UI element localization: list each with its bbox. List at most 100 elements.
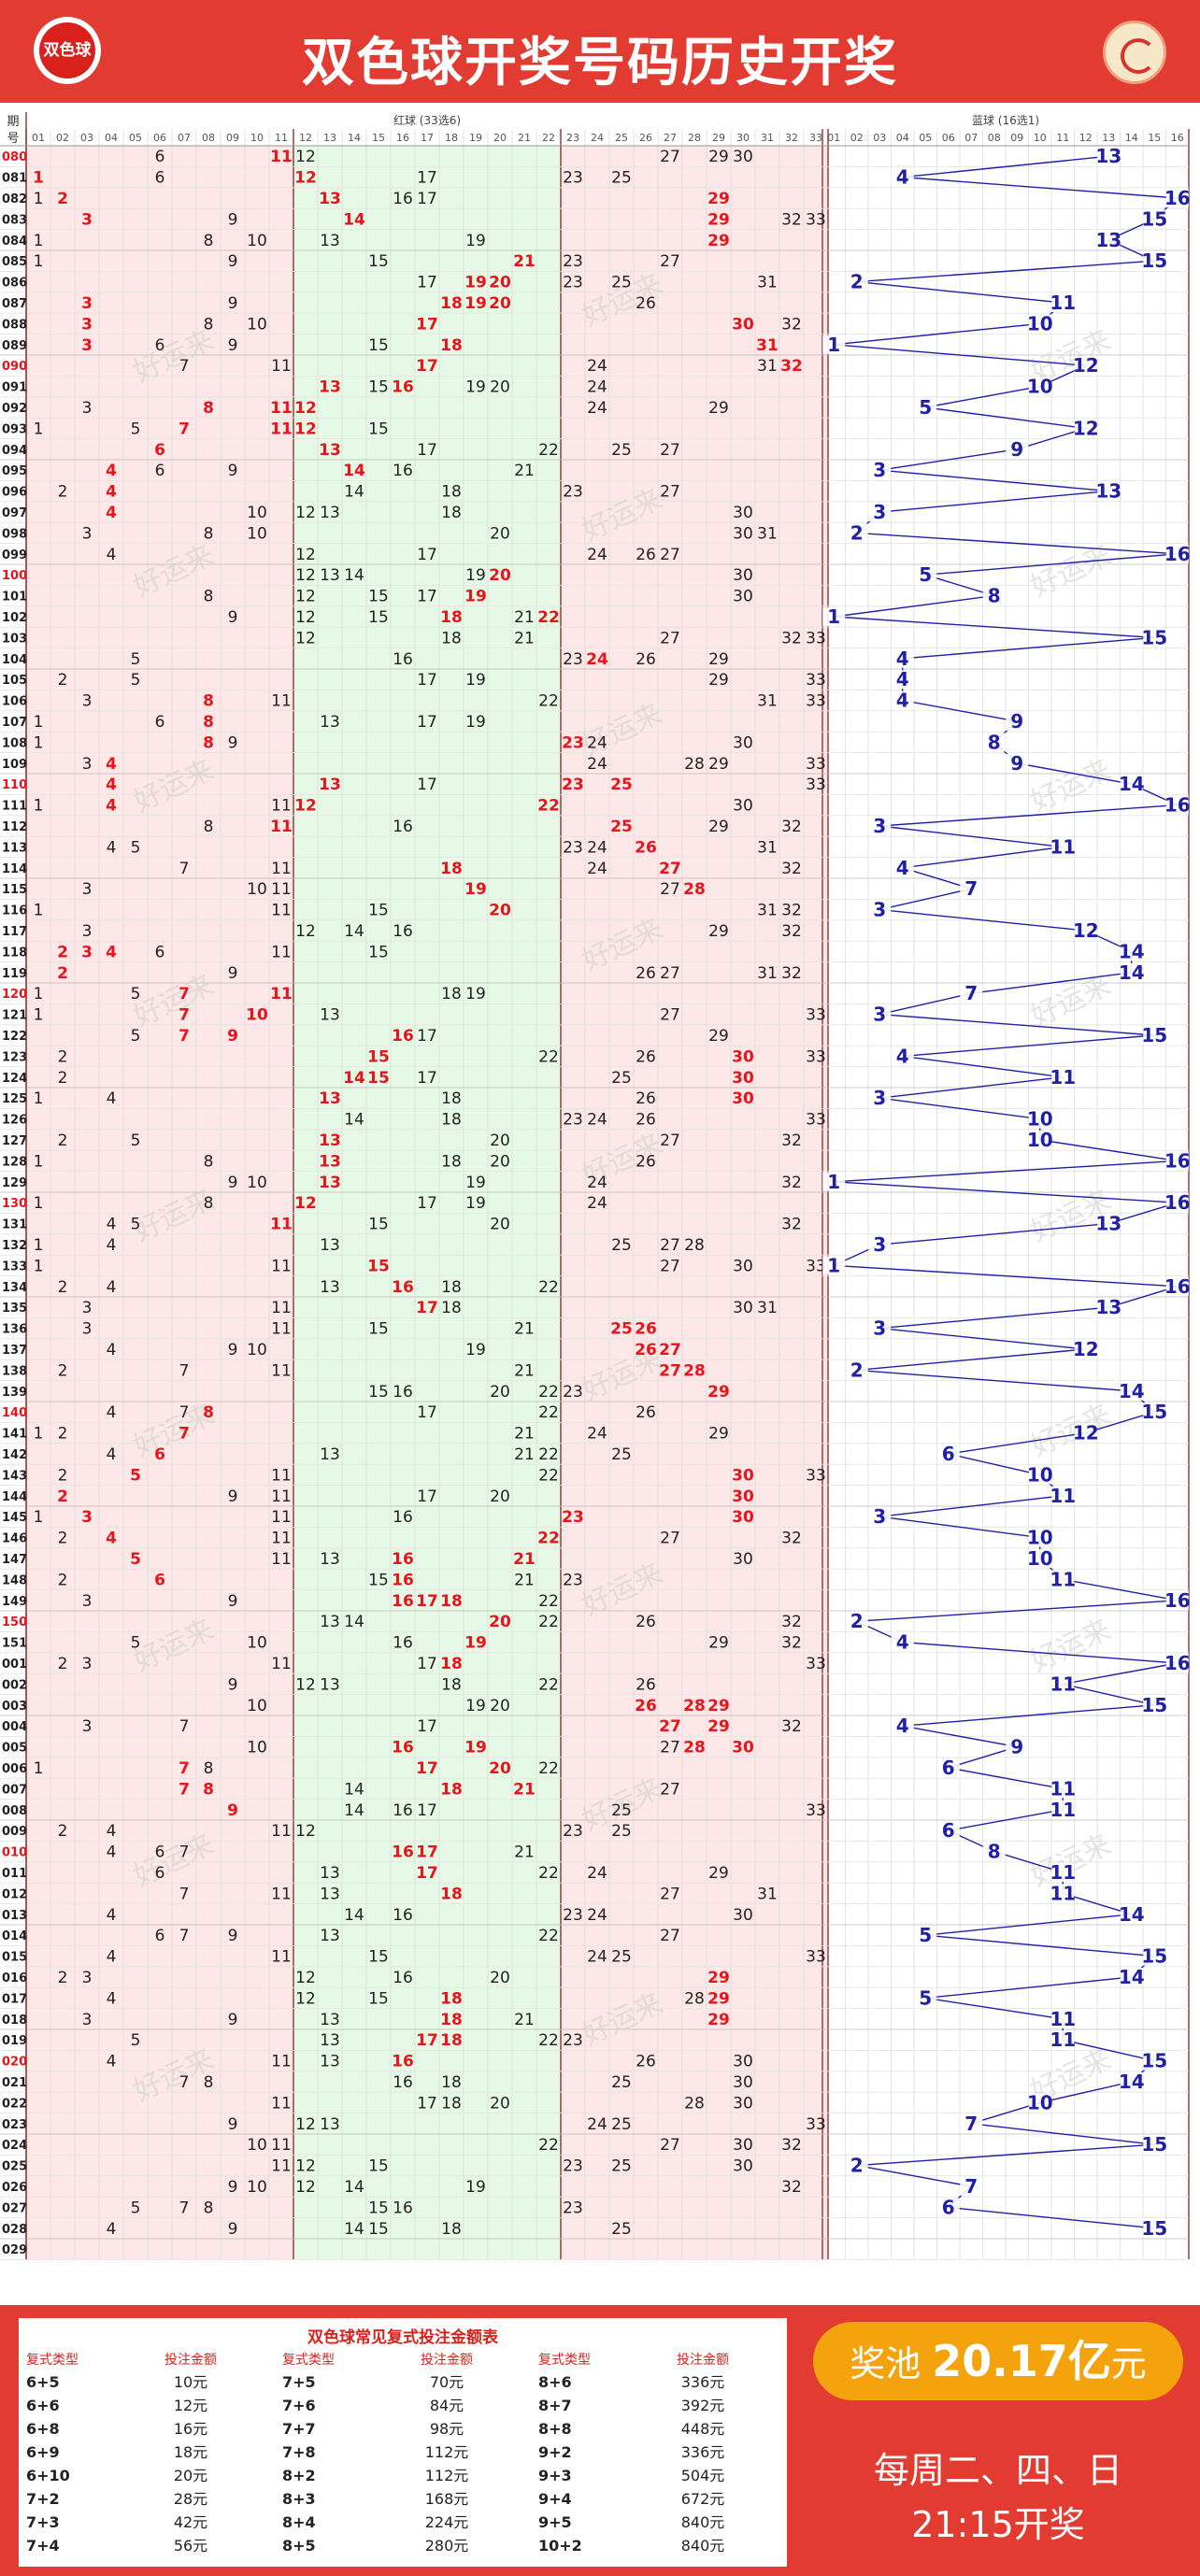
issue-number: 096 [2,486,27,500]
red-ball-number: 15 [368,1989,389,2008]
blue-col-header: 05 [919,132,932,144]
red-ball-number: 11 [270,818,293,836]
red-ball-number: 10 [247,1634,267,1653]
red-ball-number: 15 [368,420,389,438]
blue-ball-number: 15 [1141,249,1167,272]
bet-table-row: 8+2 112元 [275,2464,527,2487]
red-ball-number: 30 [732,1047,754,1066]
red-ball-number: 11 [271,1948,292,1967]
blue-ball-number: 10 [1027,1463,1053,1486]
blue-ball-number: 1 [827,1171,840,1193]
bet-table-row: 8+8 448元 [531,2417,783,2441]
issue-number: 022 [2,2097,27,2111]
blue-ball-number: 11 [1050,1672,1076,1695]
red-ball-number: 16 [393,1906,413,1925]
blue-trend-line [833,155,1179,2229]
issue-number: 089 [2,339,27,353]
red-ball-number: 24 [587,1111,607,1130]
red-ball-number: 22 [538,1759,559,1778]
red-ball-number: 19 [465,2178,486,2197]
bet-amount: 10元 [173,2373,208,2391]
blue-ball-number: 11 [1050,1861,1076,1884]
red-ball-number: 19 [465,1194,486,1213]
blue-ball-backing [1143,628,1166,648]
red-ball-number: 11 [271,2136,292,2155]
red-ball-number: 18 [440,1592,463,1611]
bet-type: 6+8 [26,2420,60,2438]
red-ball-number: 27 [660,252,680,271]
red-ball-number: 17 [417,671,437,690]
red-ball-number: 29 [708,1864,729,1883]
red-ball-number: 27 [660,2136,680,2155]
red-ball-number: 13 [320,504,340,522]
blue-ball-number: 12 [1073,1422,1099,1445]
blue-ball-backing [1120,775,1143,794]
blue-ball-backing [1165,1654,1189,1672]
red-ball-number: 32 [781,629,802,648]
issue-number: 111 [2,800,27,814]
red-ball-number: 14 [344,1780,364,1799]
red-ball-number: 17 [416,1299,438,1317]
red-ball-number: 3 [82,755,93,774]
blue-ball-backing [1120,1968,1143,1986]
bet-type: 9+4 [538,2490,572,2508]
red-ball-number: 29 [707,2011,730,2029]
red-ball-number: 31 [757,838,778,857]
blue-ball-backing [1143,1402,1166,1422]
red-ball-number: 29 [707,1969,730,1987]
red-ball-number: 9 [228,964,238,983]
red-ball-number: 18 [440,2011,463,2029]
red-ball-number: 26 [636,1089,656,1108]
red-ball-number: 5 [131,1634,141,1653]
red-ball-number: 29 [708,1425,729,1444]
blue-ball-backing [936,1445,960,1463]
issue-number: 125 [2,1092,27,1106]
red-ball-number: 15 [368,588,389,606]
red-ball-number: 22 [538,692,559,711]
red-ball-number: 31 [757,274,778,292]
blue-ball-backing [960,984,983,1003]
red-ball-number: 29 [708,818,729,836]
red-ball-number: 12 [295,1675,316,1694]
red-ball-number: 16 [393,818,413,836]
red-ball-number: 30 [733,566,753,585]
red-ball-number: 1 [34,232,44,250]
red-ball-number: 30 [733,2136,753,2155]
red-ball-number: 11 [271,2094,292,2113]
red-ball-number: 7 [179,1361,190,1380]
bet-table-row: 6+8 16元 [19,2417,271,2441]
blue-ball-backing [868,503,892,521]
red-ball-number: 32 [781,1717,802,1736]
blue-ball-number: 6 [942,1819,955,1842]
red-ball-number: 12 [295,922,316,941]
blue-ball-number: 2 [850,1359,864,1381]
blue-ball-backing [1028,1109,1051,1129]
red-ball-number: 26 [635,1341,657,1359]
issue-number: 012 [2,1887,27,1901]
blue-ball-backing [1143,2135,1166,2155]
luck-swirl-icon[interactable] [1103,21,1166,84]
red-ball-number: 23 [563,650,583,669]
red-ball-number: 25 [611,2115,632,2134]
red-ball-number: 6 [154,1445,165,1464]
red-col-header: 12 [299,132,312,144]
red-ball-number: 32 [781,1216,802,1234]
red-ball-number: 9 [228,462,238,480]
issue-number: 006 [2,1762,27,1776]
blue-ball-backing [936,1758,960,1777]
red-ball-number: 33 [806,1466,826,1485]
red-ball-number: 14 [344,483,364,502]
red-ball-number: 20 [490,524,510,543]
red-ball-number: 30 [733,733,753,752]
issue-number: 087 [2,297,27,311]
blue-ball-backing [1051,293,1075,312]
red-ball-number: 32 [781,1613,802,1631]
blue-ball-number: 4 [896,857,909,879]
red-ball-number: 20 [490,378,510,397]
red-ball-number: 7 [179,2199,190,2217]
red-ball-number: 1 [34,1089,44,1108]
red-col-header: 21 [518,132,531,144]
red-ball-number: 12 [295,566,316,585]
red-ball-number: 4 [106,504,117,522]
red-ball-number: 24 [587,755,607,774]
